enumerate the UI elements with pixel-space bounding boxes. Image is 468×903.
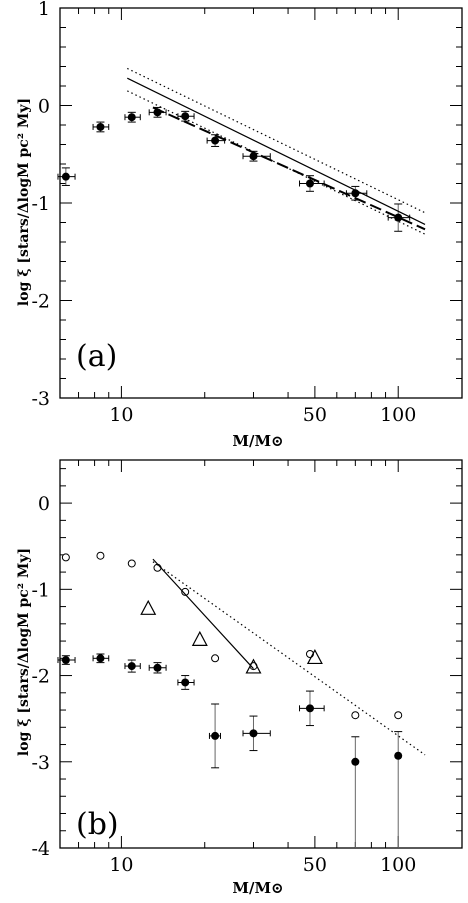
panel-b-data-point [61, 656, 70, 665]
panel-a-y-tick-label: 0 [38, 96, 50, 118]
panel-b-y-tick-label: -3 [31, 752, 50, 774]
panel-a-x-tick-label: 100 [380, 404, 416, 426]
panel-b-open-circle-point [96, 551, 105, 560]
panel-b-open-circle-point [351, 711, 360, 720]
panel-b-x-axis-label: M/M⊙ [232, 879, 283, 897]
panel-a-y-tick-label: 1 [38, 0, 50, 20]
panel-b-open-circle-point [127, 559, 136, 568]
panel-b-y-tick-label: -2 [31, 666, 50, 688]
panel-b-data-point [181, 678, 190, 687]
panel-a-x-tick-label: 50 [303, 404, 327, 426]
panel-b-y-tick-label: -1 [31, 579, 50, 601]
panel-b-data-point [211, 731, 220, 740]
panel-b-data-point [96, 654, 105, 663]
panel-b-open-circle-point [394, 711, 403, 720]
panel-a-y-tick-label: -2 [31, 291, 50, 313]
panel-a-dashed-line [152, 106, 426, 231]
panel-b-data-point [351, 757, 360, 766]
panel-b-data-point [394, 751, 403, 760]
panel-b-data-point [153, 663, 162, 672]
panel-a-y-axis-label: log ξ [stars/ΔlogM pc² My] [16, 98, 32, 306]
panel-b-frame [59, 459, 463, 849]
panel-a-data-point [61, 172, 70, 181]
panel-a-letter: (a) [76, 339, 117, 374]
panel-b-x-tick-label: 10 [109, 854, 133, 876]
panel-a-x-tick-label: 10 [109, 404, 133, 426]
panel-b-dotted-line [152, 561, 426, 756]
panel-b-letter: (b) [76, 807, 119, 842]
panel-a-solid-line [127, 77, 426, 225]
panel-a-data-point [181, 112, 190, 121]
panel-b-x-tick-label: 50 [303, 854, 327, 876]
panel-a-frame [59, 7, 463, 399]
panel-b-triangle-point [306, 648, 323, 665]
panel-a-y-tick-label: -1 [31, 193, 50, 215]
panel-a-dotted-line [127, 67, 426, 214]
panel-a-x-axis-label: M/M⊙ [232, 432, 283, 450]
panel-a-data-point [305, 179, 314, 188]
panel-a: log ξ [stars/ΔlogM pc² My] M/M⊙ (a) 10 50… [16, 0, 463, 450]
panel-a-y-tick-label: -3 [31, 388, 50, 410]
panel-b-data-point [249, 729, 258, 738]
panel-b: log ξ [stars/ΔlogM pc² My] M/M⊙ (b) 10 50… [16, 459, 463, 897]
panel-b-y-tick-label: -4 [31, 838, 50, 860]
panel-b-open-circle-point [211, 654, 220, 663]
panel-b-open-circle-point [61, 553, 70, 562]
panel-a-data-point [211, 136, 220, 145]
panel-b-y-axis-label: log ξ [stars/ΔlogM pc² My] [16, 548, 32, 756]
panel-a-data-point [127, 113, 136, 122]
panel-a-dotted-line [127, 90, 426, 235]
panel-b-x-tick-label: 100 [380, 854, 416, 876]
panel-b-y-tick-label: 0 [38, 493, 50, 515]
panel-b-open-circle-point [181, 587, 190, 596]
panel-a-data-point [96, 122, 105, 131]
panel-b-triangle-point [245, 658, 262, 674]
panel-b-triangle-point [140, 599, 157, 615]
panel-b-triangle-point [191, 630, 208, 646]
panel-b-data-point [305, 704, 314, 713]
panel-b-solid-line [152, 558, 254, 670]
panel-b-data-point [127, 662, 136, 671]
